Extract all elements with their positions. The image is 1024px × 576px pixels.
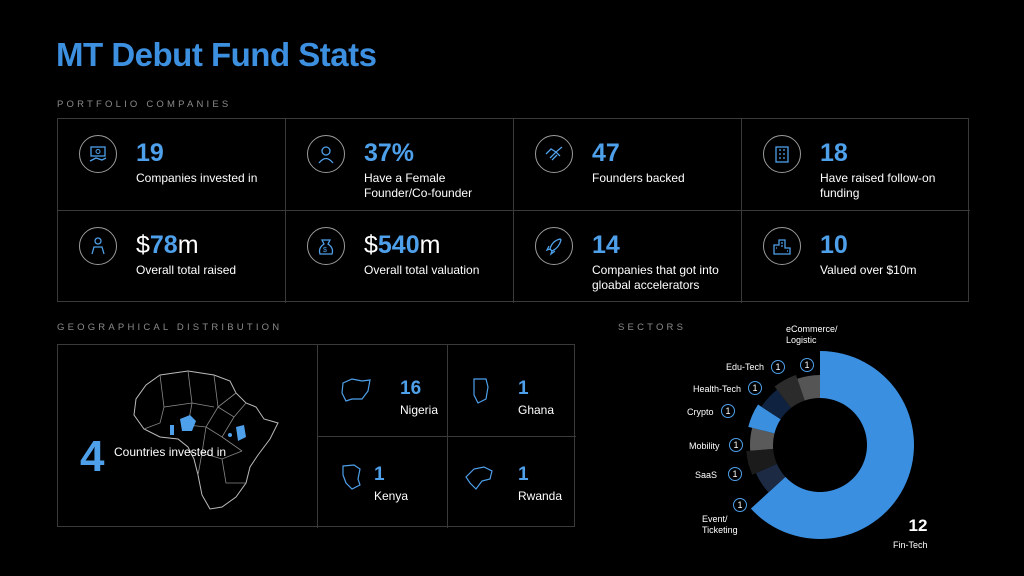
africa-map-icon [133, 370, 279, 510]
sector-label: eCommerce/Logistic [786, 324, 838, 345]
countries-count-label: Countries invested in [114, 445, 227, 459]
country-name: Ghana [518, 403, 555, 417]
svg-text:$: $ [323, 247, 327, 254]
stat-suffix: m [177, 231, 199, 259]
donut-slice-edu-tech [774, 375, 805, 408]
stat-value: $540m [364, 233, 440, 258]
sector-label: Event/Ticketing [702, 514, 738, 535]
country-name: Nigeria [400, 403, 439, 417]
stat-prefix: $ [136, 231, 150, 259]
donut-slice-saas [746, 448, 777, 475]
sector-label: Mobility [689, 441, 720, 451]
section-label-sectors: SECTORS [618, 322, 687, 333]
donut-slice-mobility [749, 427, 775, 451]
donut-slice-ecommerce-logistic [797, 375, 820, 401]
ghana-outline-icon [473, 378, 489, 404]
stat-cell: 37% Have a Female Founder/Co-founder [286, 119, 514, 211]
country-count: 16 [400, 378, 422, 399]
money-hand-icon [79, 135, 117, 173]
stat-number: 18 [820, 139, 848, 167]
donut-slice-fin-tech [750, 351, 914, 540]
kenya-outline-icon [342, 464, 361, 490]
stat-suffix: m [419, 231, 441, 259]
female-founder-icon [307, 135, 345, 173]
sector-count-badge: 1 [748, 381, 762, 395]
sector-label: Fin-Tech [893, 540, 928, 550]
stat-value: 19 [136, 141, 164, 166]
stat-cell: 18 Have raised follow-on funding [742, 119, 970, 211]
building-icon [763, 135, 801, 173]
nigeria-outline-icon [341, 378, 371, 402]
stat-value: 37% [364, 141, 414, 166]
geo-panel: 4 Countries invested in 16 Nigeria 1 Gha… [57, 344, 576, 528]
donut-slice-health-tech [761, 389, 792, 420]
stat-value: 10 [820, 233, 848, 258]
stat-number: 19 [136, 139, 164, 167]
country-name: Rwanda [518, 489, 563, 503]
rwanda-outline-icon [465, 466, 493, 490]
stat-description: Companies that got into gloabal accelera… [592, 263, 719, 292]
sector-label: Health-Tech [693, 384, 742, 394]
stat-description: Companies invested in [136, 171, 258, 185]
country-count: 1 [518, 464, 529, 485]
city-icon [763, 227, 801, 265]
country-count: 1 [374, 464, 385, 485]
donut-slice-event-ticketing [755, 463, 786, 493]
donut-slice-crypto [748, 404, 781, 434]
sector-label: Edu-Tech [726, 362, 765, 372]
stat-description: Valued over $10m [820, 263, 917, 277]
investor-icon [79, 227, 117, 265]
stat-cell: 47 Founders backed [514, 119, 742, 211]
stat-number: 14 [592, 231, 620, 259]
handshake-icon [535, 135, 573, 173]
sector-count-badge: 1 [729, 438, 743, 452]
stat-cell: 10 Valued over $10m [742, 211, 970, 303]
stat-number: 47 [592, 139, 620, 167]
stat-description: Overall total raised [136, 263, 237, 277]
stat-cell: 19 Companies invested in [58, 119, 286, 211]
section-label-geo: GEOGRAPHICAL DISTRIBUTION [57, 322, 283, 333]
portfolio-stats-grid: 19 Companies invested in 37% Have a Female … [57, 118, 970, 303]
stat-cell: 14 Companies that got into gloabal accele… [514, 211, 742, 303]
sector-count-badge: 12 [908, 516, 928, 535]
stat-prefix: $ [364, 231, 378, 259]
stat-description: Have raised follow-on funding [820, 171, 936, 200]
sector-count-badge: 1 [733, 498, 747, 512]
stat-description: Have a Female Founder/Co-founder [364, 171, 473, 200]
section-label-portfolio: PORTFOLIO COMPANIES [57, 99, 232, 110]
money-bag-icon: $ [307, 227, 345, 265]
page-title: MT Debut Fund Stats [56, 36, 377, 73]
stat-number: 10 [820, 231, 848, 259]
sector-label: Crypto [687, 407, 714, 417]
stat-value: 47 [592, 141, 620, 166]
country-count: 1 [518, 378, 529, 399]
stat-cell: $78m Overall total raised [58, 211, 286, 303]
stat-number: 540 [377, 231, 420, 259]
stat-number: 78 [149, 231, 178, 259]
country-name: Kenya [374, 489, 409, 503]
sector-count-badge: 1 [728, 467, 742, 481]
sector-label: SaaS [695, 470, 718, 480]
stat-description: Founders backed [592, 171, 685, 185]
stat-value: 18 [820, 141, 848, 166]
stat-description: Overall total valuation [364, 263, 480, 277]
sector-count-badge: 1 [771, 360, 785, 374]
countries-count: 4 [80, 432, 105, 481]
divider [317, 436, 576, 437]
stat-value: 14 [592, 233, 620, 258]
sector-count-badge: 1 [800, 358, 814, 372]
sector-count-badge: 1 [721, 404, 735, 418]
rocket-icon [535, 227, 573, 265]
stat-value: $78m [136, 233, 199, 258]
stat-cell: $ $540m Overall total valuation [286, 211, 514, 303]
stat-number: 37% [364, 139, 415, 167]
